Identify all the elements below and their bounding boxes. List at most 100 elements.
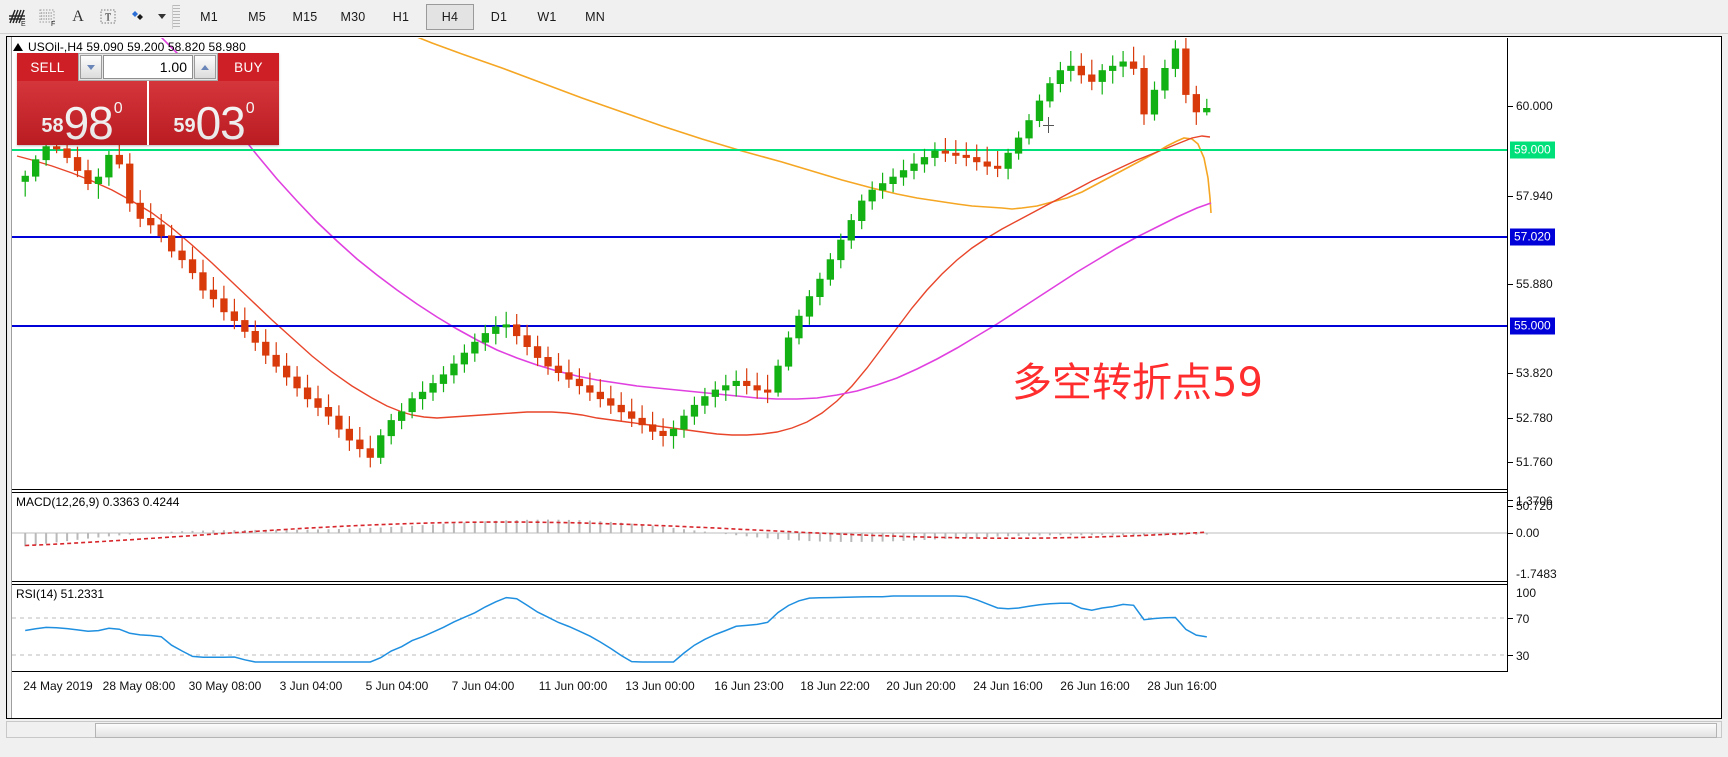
crosshair-horizontal — [1043, 125, 1054, 126]
trade-panel-top-row: SELL 1.00 BUY — [17, 53, 279, 81]
time-label: 13 Jun 00:00 — [625, 679, 695, 693]
time-label: 28 May 08:00 — [102, 679, 176, 693]
rsi-axis-30: 30 — [1516, 649, 1530, 663]
level-tag-55000: 55.000 — [1510, 317, 1555, 335]
time-label: 5 Jun 04:00 — [365, 679, 429, 693]
axis-tick — [1508, 500, 1513, 501]
price-axis[interactable]: 60.000 57.940 55.880 54.840 53.820 52.78… — [1508, 38, 1718, 672]
axis-tick — [1508, 533, 1513, 534]
templates-icon[interactable]: F — [34, 4, 62, 30]
axis-label-55880: 55.880 — [1516, 277, 1553, 291]
support-line-55000 — [12, 325, 1507, 327]
buy-price-cell[interactable]: 59 03 0 — [149, 81, 279, 145]
macd-axis-min: -1.7483 — [1516, 567, 1557, 581]
time-label: 3 Jun 04:00 — [279, 679, 343, 693]
time-label: 11 Jun 00:00 — [538, 679, 608, 693]
chevron-down-icon — [87, 64, 95, 70]
chart-canvas[interactable]: USOil-,H4 59.090 59.200 58.820 58.980 — [6, 36, 1722, 719]
axis-tick — [1508, 106, 1513, 107]
time-label: 7 Jun 04:00 — [451, 679, 515, 693]
volume-decrement-button[interactable] — [80, 55, 102, 79]
chevron-up-icon — [201, 64, 209, 70]
svg-text:T: T — [105, 12, 111, 23]
timeframe-m5[interactable]: M5 — [248, 9, 266, 24]
time-label: 28 Jun 16:00 — [1147, 679, 1217, 693]
time-label: 20 Jun 20:00 — [886, 679, 956, 693]
chart-left-rail — [7, 37, 12, 718]
timeframe-h4[interactable]: H4 — [426, 3, 474, 30]
sell-price-big: 98 — [63, 96, 114, 145]
buy-price-whole: 59 — [173, 115, 196, 137]
bid-line — [12, 149, 1507, 151]
time-label: 24 May 2019 — [23, 679, 93, 693]
macd-pane[interactable]: MACD(12,26,9) 0.3363 0.4244 — [12, 492, 1507, 582]
axis-label-57940: 57.940 — [1516, 189, 1553, 203]
buy-button[interactable]: BUY — [218, 53, 279, 81]
main-toolbar: E F A T — [0, 0, 1728, 34]
text-tool-icon[interactable]: A — [72, 7, 84, 25]
time-label: 24 Jun 16:00 — [973, 679, 1043, 693]
time-label: 26 Jun 16:00 — [1060, 679, 1130, 693]
macd-label: MACD(12,26,9) 0.3363 0.4244 — [16, 495, 180, 509]
indicators-icon[interactable]: E — [4, 4, 32, 30]
sell-price-point: 0 — [113, 100, 123, 117]
svg-text:E: E — [21, 21, 26, 27]
time-axis[interactable]: 24 May 2019 28 May 08:00 30 May 08:00 3 … — [12, 673, 1507, 718]
axis-label-51760: 51.760 — [1516, 455, 1553, 469]
timeframe-m1[interactable]: M1 — [200, 9, 218, 24]
rsi-axis-70: 70 — [1516, 612, 1530, 626]
volume-stepper[interactable]: 1.00 — [78, 53, 218, 81]
objects-icon[interactable] — [124, 4, 152, 30]
volume-input[interactable]: 1.00 — [103, 55, 193, 79]
sell-price-whole: 58 — [41, 115, 64, 137]
macd-axis-max: 1.3706 — [1516, 494, 1553, 508]
status-bar — [0, 740, 1728, 757]
chart-up-triangle-icon — [13, 42, 23, 51]
level-tag-57020: 57.020 — [1510, 228, 1555, 246]
axis-tick — [1508, 284, 1513, 285]
axis-tick — [1508, 655, 1513, 656]
toolbar-grip[interactable] — [172, 4, 180, 29]
timeframe-m15[interactable]: M15 — [292, 9, 318, 24]
scrollbar-thumb[interactable] — [95, 723, 1717, 738]
text-label-icon[interactable]: T — [94, 4, 122, 30]
buy-price-big: 03 — [195, 96, 246, 145]
sell-button[interactable]: SELL — [17, 53, 78, 81]
time-label: 30 May 08:00 — [188, 679, 262, 693]
rsi-label: RSI(14) 51.2331 — [16, 587, 105, 601]
symbol-ohlc-text: USOil-,H4 59.090 59.200 58.820 58.980 — [28, 39, 246, 54]
support-line-57020 — [12, 236, 1507, 238]
chart-annotation-text: 多空转折点59 — [1012, 360, 1263, 406]
axis-label-52780: 52.780 — [1516, 411, 1553, 425]
candlestick-series — [21, 38, 1211, 468]
axis-label-53820: 53.820 — [1516, 366, 1553, 380]
volume-increment-button[interactable] — [194, 55, 216, 79]
axis-tick — [1508, 418, 1513, 419]
axis-tick — [1508, 196, 1513, 197]
price-axis-separator — [1507, 38, 1508, 672]
time-label: 16 Jun 23:00 — [714, 679, 784, 693]
timeframe-m30[interactable]: M30 — [340, 9, 366, 24]
sell-price-cell[interactable]: 58 98 0 — [17, 81, 147, 145]
rsi-pane[interactable]: RSI(14) 51.2331 — [12, 584, 1507, 672]
axis-label-50720: 50.720 — [1516, 499, 1553, 513]
axis-tick — [1508, 506, 1513, 507]
timeframe-w1[interactable]: W1 — [537, 9, 557, 24]
one-click-trading-panel[interactable]: SELL 1.00 BUY 58 98 0 — [17, 53, 279, 145]
axis-tick — [1508, 462, 1513, 463]
symbol-header: USOil-,H4 59.090 59.200 58.820 58.980 — [13, 39, 246, 54]
objects-dropdown-caret[interactable] — [154, 4, 168, 30]
time-label: 18 Jun 22:00 — [800, 679, 870, 693]
rsi-axis-100: 100 — [1516, 586, 1537, 600]
timeframe-h1[interactable]: H1 — [392, 9, 410, 24]
trade-panel-quotes: 58 98 0 59 03 0 — [17, 81, 279, 145]
timeframe-d1[interactable]: D1 — [490, 9, 508, 24]
axis-tick — [1508, 373, 1513, 374]
axis-tick — [1508, 618, 1513, 619]
horizontal-scrollbar[interactable] — [6, 721, 1722, 738]
bid-price-tag: 59.000 — [1510, 141, 1555, 159]
timeframe-mn[interactable]: MN — [585, 9, 605, 24]
ma-line-orange — [417, 38, 1212, 214]
axis-label-60000: 60.000 — [1516, 99, 1553, 113]
